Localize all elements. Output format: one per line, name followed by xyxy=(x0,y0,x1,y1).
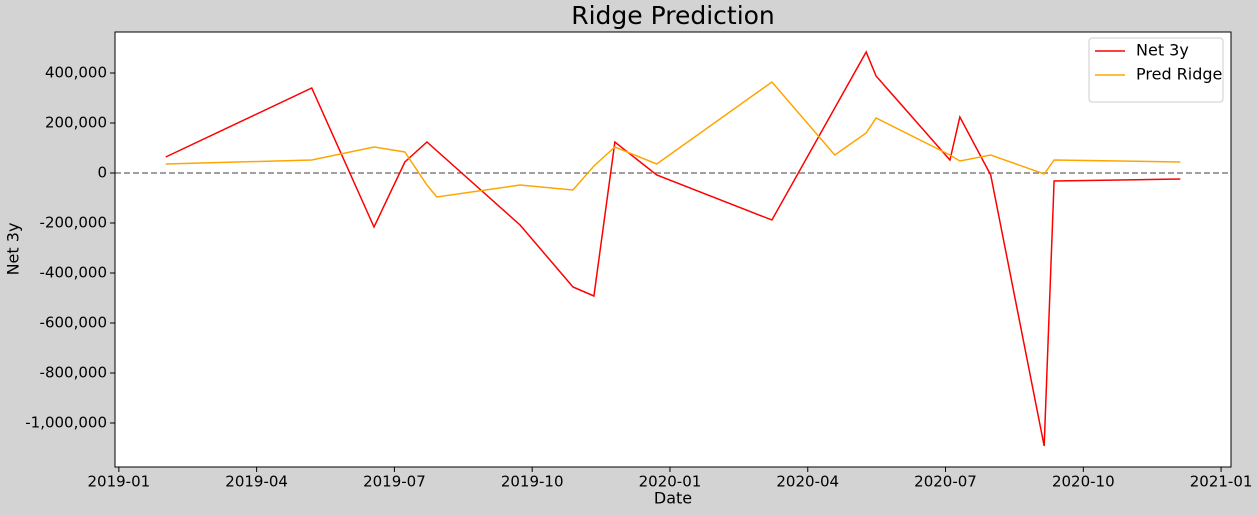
legend-box xyxy=(1088,37,1224,103)
chart-title: Ridge Prediction xyxy=(571,1,775,30)
x-tick-label: 2019-07 xyxy=(363,473,426,491)
x-tick-label: 2019-04 xyxy=(225,473,288,491)
plot-area xyxy=(115,32,1231,467)
y-tick-label: -800,000 xyxy=(40,364,107,382)
legend-label: Pred Ridge xyxy=(1136,65,1222,84)
series-line xyxy=(165,80,1181,198)
x-tick-label: 2019-10 xyxy=(501,473,564,491)
y-axis-label: Net 3y xyxy=(4,223,23,276)
y-tick-label: -200,000 xyxy=(40,214,107,232)
y-tick-label: 200,000 xyxy=(45,114,107,132)
y-tick-label: 400,000 xyxy=(45,64,107,82)
x-tick-label: 2020-10 xyxy=(1052,473,1115,491)
x-tick-label: 2020-04 xyxy=(776,473,839,491)
y-tick-label: -600,000 xyxy=(40,314,107,332)
x-axis-label: Date xyxy=(654,489,692,508)
y-tick-label: -400,000 xyxy=(40,264,107,282)
plot-frame xyxy=(114,31,1232,468)
y-tick-label: 0 xyxy=(97,164,107,182)
x-tick-label: 2020-01 xyxy=(639,473,702,491)
x-tick-label: 2021-01 xyxy=(1190,473,1253,491)
y-tick-label: -1,000,000 xyxy=(25,414,107,432)
x-tick-label: 2020-07 xyxy=(914,473,977,491)
series-line xyxy=(165,50,1181,447)
x-tick-label: 2019-01 xyxy=(88,473,151,491)
legend-label: Net 3y xyxy=(1136,41,1189,60)
